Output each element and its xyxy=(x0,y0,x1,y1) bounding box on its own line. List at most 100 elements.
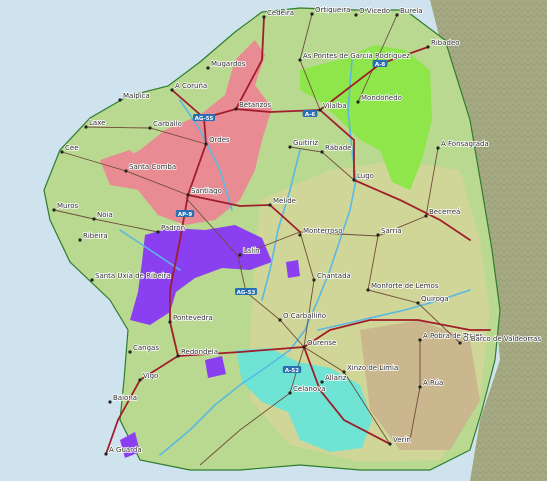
place-label: Pontevedra xyxy=(173,314,213,322)
place-ribadeo[interactable]: Ribadeo xyxy=(426,38,460,49)
place-marker xyxy=(156,230,160,234)
place-a-fonsagrada[interactable]: A Fonsagrada xyxy=(436,139,490,150)
road-shield-label: AP-9 xyxy=(178,212,192,218)
road-shield: A-52 xyxy=(282,366,302,374)
place-melide[interactable]: Melide xyxy=(268,196,297,207)
place-label: Monforte de Lemos xyxy=(371,282,439,290)
place-santiago[interactable]: Santiago xyxy=(186,186,223,197)
place-label: Noia xyxy=(97,211,113,219)
place-marker xyxy=(312,278,316,282)
place-label: Ortigueira xyxy=(315,6,350,14)
zone-purple-small xyxy=(205,260,300,378)
place-marker xyxy=(148,126,152,130)
place-label: A Fonsagrada xyxy=(441,140,489,148)
place-cee[interactable]: Cee xyxy=(60,143,79,154)
zone-pink xyxy=(118,40,272,225)
road-shield-label: AG-53 xyxy=(237,290,256,296)
place-ordes[interactable]: Ordes xyxy=(204,135,231,146)
place-r-bade[interactable]: Rábade xyxy=(320,143,352,154)
place-redondela[interactable]: Redondela xyxy=(176,347,219,358)
place-a-coru-a[interactable]: A Coruña xyxy=(170,81,208,92)
place-cedeira[interactable]: Cedeira xyxy=(262,8,295,19)
place-marker xyxy=(176,354,180,358)
place-santa-comba[interactable]: Santa Comba xyxy=(124,162,177,173)
place-betanzos[interactable]: Betanzos xyxy=(234,100,272,111)
place-marker xyxy=(388,442,392,446)
place-ourense[interactable]: Ourense xyxy=(302,338,337,349)
place-marker xyxy=(320,380,324,384)
road-shield-background xyxy=(302,110,318,117)
zone-purple xyxy=(130,225,272,325)
place-monforte-de-lemos[interactable]: Monforte de Lemos xyxy=(366,281,440,292)
place-a-r-a[interactable]: A Rúa xyxy=(418,378,444,389)
place-marker xyxy=(268,203,272,207)
place-ver-n[interactable]: Verín xyxy=(388,435,412,446)
place-label: Lugo xyxy=(357,172,374,180)
place-mondo-edo[interactable]: Mondoñedo xyxy=(356,93,403,104)
place-muros[interactable]: Muros xyxy=(52,201,79,212)
place-ribeira[interactable]: Ribeira xyxy=(78,231,108,242)
place-quiroga[interactable]: Quiroga xyxy=(416,294,449,305)
place-marker xyxy=(262,15,266,19)
place-label: Rábade xyxy=(325,144,351,152)
place-marker xyxy=(395,13,399,17)
place-a-pobra-de-trives[interactable]: A Pobra de Trives xyxy=(418,331,484,342)
place-label: Muros xyxy=(57,202,78,210)
place-malpica[interactable]: Malpica xyxy=(118,91,151,102)
road-shield: AP-9 xyxy=(175,210,195,218)
place-o-vicedo[interactable]: O Vicedo xyxy=(354,6,391,17)
place-allariz[interactable]: Allariz xyxy=(320,373,348,384)
place-marker xyxy=(288,391,292,395)
place-marker xyxy=(204,142,208,146)
place-monterroso[interactable]: Monterroso xyxy=(298,226,343,237)
road-shield-background xyxy=(372,60,388,67)
place-label: Sarria xyxy=(381,227,402,235)
place-santa-ux-a-de-ribeira[interactable]: Santa Uxía de Ribeira xyxy=(90,271,172,282)
place-a-guarda[interactable]: A Guarda xyxy=(104,445,142,456)
place-label: Lalín xyxy=(243,247,260,255)
road-shield-background xyxy=(235,288,257,295)
place-xinzo-de-limia[interactable]: Xinzo de Limia xyxy=(342,363,399,374)
place-becerre-[interactable]: Becerreá xyxy=(424,207,461,218)
place-lugo[interactable]: Lugo xyxy=(352,171,375,182)
place-label: Verín xyxy=(393,436,411,444)
place-marker xyxy=(418,385,422,389)
place-vilalba[interactable]: Vilalba xyxy=(318,101,347,112)
place-celanova[interactable]: Celanova xyxy=(288,384,326,395)
place-marker xyxy=(418,338,422,342)
place-ortigueira[interactable]: Ortigueira xyxy=(310,5,351,16)
place-label: Vilalba xyxy=(323,102,347,110)
place-marker xyxy=(302,345,306,349)
road-shield: A-8 xyxy=(372,60,388,68)
place-lal-n[interactable]: Lalín xyxy=(238,246,260,257)
place-label: O Carballiño xyxy=(283,312,326,320)
place-mugardos[interactable]: Mugardos xyxy=(206,59,246,70)
place-as-pontes-de-garc-a-rodr-guez[interactable]: As Pontes de García Rodríguez xyxy=(298,51,411,62)
place-cangas[interactable]: Cangas xyxy=(128,343,160,354)
place-vigo[interactable]: Vigo xyxy=(138,371,159,382)
place-padr-n[interactable]: Padrón xyxy=(156,223,186,234)
place-marker xyxy=(342,370,346,374)
place-noia[interactable]: Noia xyxy=(92,210,114,221)
place-laxe[interactable]: Laxe xyxy=(84,118,106,129)
place-label: Chantada xyxy=(317,272,351,280)
place-guitiriz[interactable]: Guitiriz xyxy=(288,138,319,149)
place-carballo[interactable]: Carballo xyxy=(148,119,183,130)
place-baiona[interactable]: Baiona xyxy=(108,393,138,404)
place-o-barco-de-valdeorras[interactable]: O Barco de Valdeorras xyxy=(458,334,542,345)
place-label: Padrón xyxy=(161,224,185,232)
place-label: Becerreá xyxy=(429,208,460,216)
place-burela[interactable]: Burela xyxy=(395,6,423,17)
place-pontevedra[interactable]: Pontevedra xyxy=(168,313,214,324)
place-marker xyxy=(168,320,172,324)
place-sarria[interactable]: Sarria xyxy=(376,226,402,237)
road-shield: AG-53 xyxy=(235,288,257,296)
place-label: A Pobra de Trives xyxy=(423,332,484,340)
place-o-carballi-o[interactable]: O Carballiño xyxy=(278,311,327,322)
zone-cyan xyxy=(236,348,372,452)
place-label: Cedeira xyxy=(267,9,294,17)
place-label: Allariz xyxy=(325,374,347,382)
place-chantada[interactable]: Chantada xyxy=(312,271,352,282)
place-marker xyxy=(436,146,440,150)
